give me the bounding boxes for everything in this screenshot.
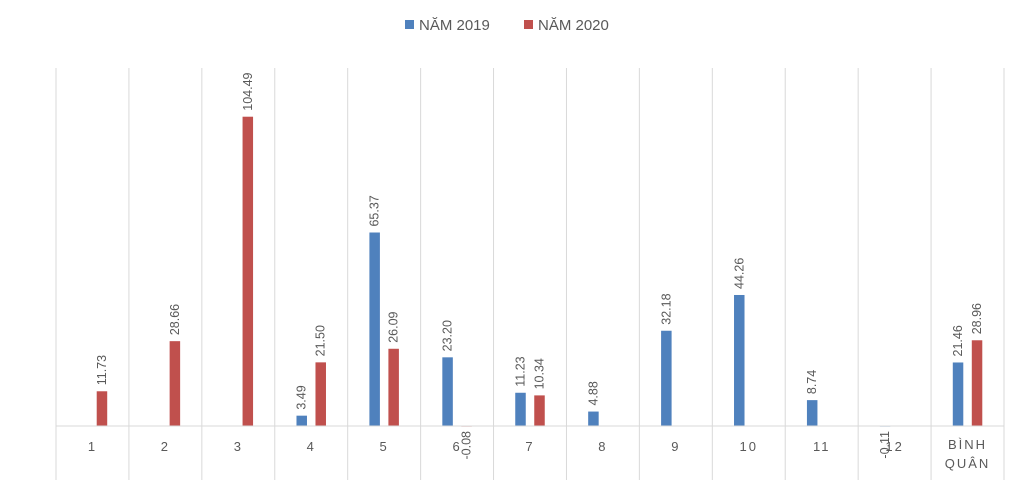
- bar-2019: [296, 415, 307, 426]
- x-tick-label: 8: [598, 439, 607, 454]
- bar-2019: [734, 294, 745, 426]
- x-tick-label: 2: [161, 439, 170, 454]
- x-tick-label: 11: [813, 439, 831, 454]
- bar-2020: [534, 395, 545, 426]
- x-tick-label: 1: [88, 439, 97, 454]
- data-label: 4.88: [586, 381, 600, 405]
- x-tick-label: 10: [740, 439, 758, 454]
- bar-2019: [588, 411, 599, 426]
- data-label: 26.09: [387, 311, 401, 342]
- legend-label: NĂM 2020: [538, 17, 609, 34]
- x-tick-label: QUÂN: [945, 456, 991, 471]
- bar-2020: [96, 391, 108, 426]
- data-label: 44.26: [732, 258, 746, 289]
- bar-2019: [661, 330, 672, 426]
- data-label: 21.46: [951, 325, 965, 356]
- bar-2020: [242, 116, 254, 427]
- bars: [96, 116, 983, 427]
- data-label: 23.20: [441, 320, 455, 351]
- data-label: 28.66: [168, 304, 182, 335]
- x-tick-label: 7: [525, 439, 534, 454]
- bar-2020: [971, 340, 983, 426]
- x-tick-label: 5: [380, 439, 389, 454]
- bar-2020: [169, 341, 181, 426]
- x-tick-label: BÌNH: [948, 437, 987, 452]
- data-label: 8.74: [805, 370, 819, 394]
- bar-2019: [952, 362, 964, 426]
- data-label: -0.08: [460, 431, 474, 460]
- data-label: 104.49: [241, 72, 255, 110]
- x-tick-label: 12: [885, 439, 903, 454]
- data-label: 11.73: [95, 355, 109, 385]
- data-label: -0.11: [878, 431, 892, 459]
- x-tick-label: 9: [671, 439, 680, 454]
- bar-2019: [806, 400, 818, 426]
- data-label: 28.96: [970, 303, 984, 334]
- legend-swatch: [405, 20, 414, 29]
- bar-2020: [388, 348, 399, 426]
- bar-2019: [369, 232, 380, 426]
- bar-2019: [442, 357, 453, 426]
- legend-swatch: [524, 20, 533, 29]
- x-tick-label: 6: [452, 439, 461, 454]
- data-label: 21.50: [314, 325, 328, 356]
- data-label: 65.37: [368, 195, 382, 226]
- x-tick-label: 3: [234, 439, 243, 454]
- grid-lines: [55, 68, 1005, 480]
- data-label: 11.23: [514, 356, 528, 386]
- bar-2019: [515, 392, 526, 426]
- x-tick-label: 4: [307, 439, 316, 454]
- legend-label: NĂM 2019: [419, 17, 490, 34]
- data-labels: 3.49 65.37 23.20 11.23 4.88 32.18 44.26 8.74 -0.…: [95, 72, 984, 459]
- data-label: 32.18: [659, 293, 673, 324]
- bar-2020: [315, 362, 326, 426]
- data-label: 3.49: [295, 385, 309, 409]
- data-label: 10.34: [533, 358, 547, 389]
- legend: NĂM 2019 NĂM 2020: [405, 17, 609, 34]
